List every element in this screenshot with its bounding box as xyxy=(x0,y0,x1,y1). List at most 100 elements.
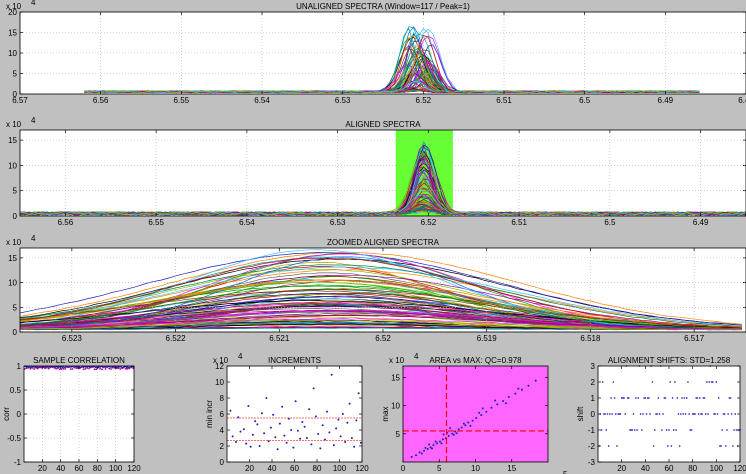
data-point xyxy=(117,367,120,370)
data-point xyxy=(658,413,661,415)
data-point xyxy=(49,366,52,369)
data-point xyxy=(440,442,443,445)
y-tick-label: 1 xyxy=(17,362,22,371)
data-point xyxy=(517,387,520,390)
data-point xyxy=(249,445,252,448)
data-point xyxy=(242,428,245,431)
data-point xyxy=(110,368,112,370)
data-point xyxy=(612,381,615,383)
data-point xyxy=(683,397,686,399)
data-point xyxy=(534,379,537,382)
chart-title: ALIGNMENT SHIFTS: STD=1.258 xyxy=(608,356,731,365)
data-point xyxy=(260,412,263,415)
x-tick-label: 60 xyxy=(290,464,299,473)
data-point xyxy=(121,367,123,370)
data-point xyxy=(420,452,423,455)
data-point xyxy=(60,368,63,370)
data-point xyxy=(119,368,122,370)
plot-frame xyxy=(19,247,746,333)
y-tick-label: 0 xyxy=(17,410,22,419)
data-point xyxy=(655,413,657,415)
y-tick-label: 2 xyxy=(220,442,225,451)
data-point xyxy=(321,424,324,427)
x-tick-label: 6.5 xyxy=(604,218,616,227)
series-group xyxy=(19,249,742,331)
data-point xyxy=(263,432,266,435)
data-point xyxy=(350,437,353,439)
data-point xyxy=(630,429,632,431)
data-point xyxy=(710,381,713,383)
data-point xyxy=(71,368,74,370)
data-point xyxy=(731,413,733,415)
y-tick-label: 2 xyxy=(591,378,596,387)
data-point xyxy=(323,438,326,441)
data-point xyxy=(648,397,650,399)
x-tick-label: 40 xyxy=(268,464,277,473)
data-point xyxy=(675,429,677,431)
data-point xyxy=(91,366,94,369)
data-point xyxy=(604,413,606,415)
data-point xyxy=(681,397,683,399)
data-point xyxy=(606,413,609,415)
panel-7: 20 40 60 80 100 120 -3 -2 -1 0 1 2 3 ALIGNMENT SHIFTS… xyxy=(576,356,746,474)
panel-3: 6.523 6.522 6.521 6.52 6.519 6.518 6.517 0 5 10 15… xyxy=(6,234,746,343)
data-point xyxy=(258,445,261,447)
data-point xyxy=(332,444,335,447)
y-tick-label: 0 xyxy=(13,212,18,221)
plot-area xyxy=(227,366,362,462)
chart-title: UNALIGNED SPECTRA (Window=117 / Peak=1) xyxy=(296,2,470,11)
y-axis-label: shift xyxy=(576,406,585,421)
data-point xyxy=(319,447,322,450)
data-point xyxy=(471,419,474,422)
x-tick-label: 40 xyxy=(641,464,650,473)
y-tick-label: 5 xyxy=(13,70,18,79)
data-point xyxy=(729,397,732,399)
data-point xyxy=(38,366,41,369)
data-point xyxy=(278,422,281,425)
data-point xyxy=(55,367,57,370)
data-point xyxy=(124,367,127,370)
data-point xyxy=(436,442,439,445)
data-point xyxy=(733,429,735,431)
data-point xyxy=(667,445,669,447)
data-point xyxy=(95,368,98,371)
y-axis-label: corr xyxy=(2,407,11,421)
data-point xyxy=(99,367,101,370)
chart-title: AREA vs MAX: QC=0.978 xyxy=(429,356,522,365)
data-point xyxy=(721,429,723,431)
data-point xyxy=(735,429,738,431)
data-point xyxy=(668,429,670,431)
series-line xyxy=(19,284,742,330)
data-point xyxy=(527,384,530,387)
data-point xyxy=(88,367,90,370)
data-point xyxy=(633,429,636,431)
data-point xyxy=(669,381,671,383)
plot-frame xyxy=(19,11,746,95)
y-exponent-power: 4 xyxy=(414,352,419,361)
y-tick-label: 10 xyxy=(8,49,17,58)
x-tick-label: 120 xyxy=(355,464,369,473)
data-point xyxy=(84,367,87,370)
data-point xyxy=(701,413,703,415)
data-point xyxy=(128,367,131,370)
data-point xyxy=(314,415,317,418)
data-point xyxy=(328,431,331,434)
data-point xyxy=(296,429,299,432)
x-tick-label: 20 xyxy=(617,464,626,473)
data-point xyxy=(423,449,426,452)
data-point xyxy=(123,366,125,369)
data-point xyxy=(639,413,642,415)
x-tick-label: 6.55 xyxy=(148,218,164,227)
y-tick-label: 15 xyxy=(8,136,17,145)
chart-title: SAMPLE CORRELATION xyxy=(33,356,125,365)
x-tick-label: 0 xyxy=(401,464,406,473)
data-point xyxy=(341,413,344,415)
data-point xyxy=(719,445,721,447)
y-tick-label: -3 xyxy=(588,458,596,467)
x-tick-label: 6.518 xyxy=(580,334,601,343)
y-tick-label: 0 xyxy=(591,410,596,419)
data-point xyxy=(69,368,72,371)
data-point xyxy=(708,381,710,383)
